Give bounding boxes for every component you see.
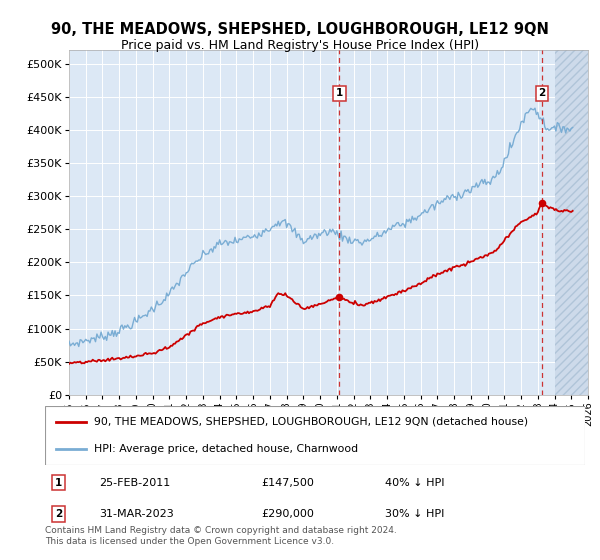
Text: 2: 2 (55, 509, 62, 519)
Text: £290,000: £290,000 (261, 509, 314, 519)
Text: 2: 2 (538, 88, 545, 99)
Text: Contains HM Land Registry data © Crown copyright and database right 2024.
This d: Contains HM Land Registry data © Crown c… (45, 526, 397, 546)
Text: 30% ↓ HPI: 30% ↓ HPI (385, 509, 445, 519)
Text: HPI: Average price, detached house, Charnwood: HPI: Average price, detached house, Char… (94, 444, 358, 454)
Bar (554, 50, 588, 395)
Text: 90, THE MEADOWS, SHEPSHED, LOUGHBOROUGH, LE12 9QN (detached house): 90, THE MEADOWS, SHEPSHED, LOUGHBOROUGH,… (94, 417, 528, 427)
Text: 1: 1 (336, 88, 343, 99)
Text: 1: 1 (55, 478, 62, 488)
Text: 90, THE MEADOWS, SHEPSHED, LOUGHBOROUGH, LE12 9QN: 90, THE MEADOWS, SHEPSHED, LOUGHBOROUGH,… (51, 22, 549, 38)
Text: £147,500: £147,500 (261, 478, 314, 488)
Text: 25-FEB-2011: 25-FEB-2011 (99, 478, 170, 488)
Text: 40% ↓ HPI: 40% ↓ HPI (385, 478, 445, 488)
Text: Price paid vs. HM Land Registry's House Price Index (HPI): Price paid vs. HM Land Registry's House … (121, 39, 479, 52)
Text: 31-MAR-2023: 31-MAR-2023 (99, 509, 174, 519)
FancyBboxPatch shape (45, 406, 585, 465)
